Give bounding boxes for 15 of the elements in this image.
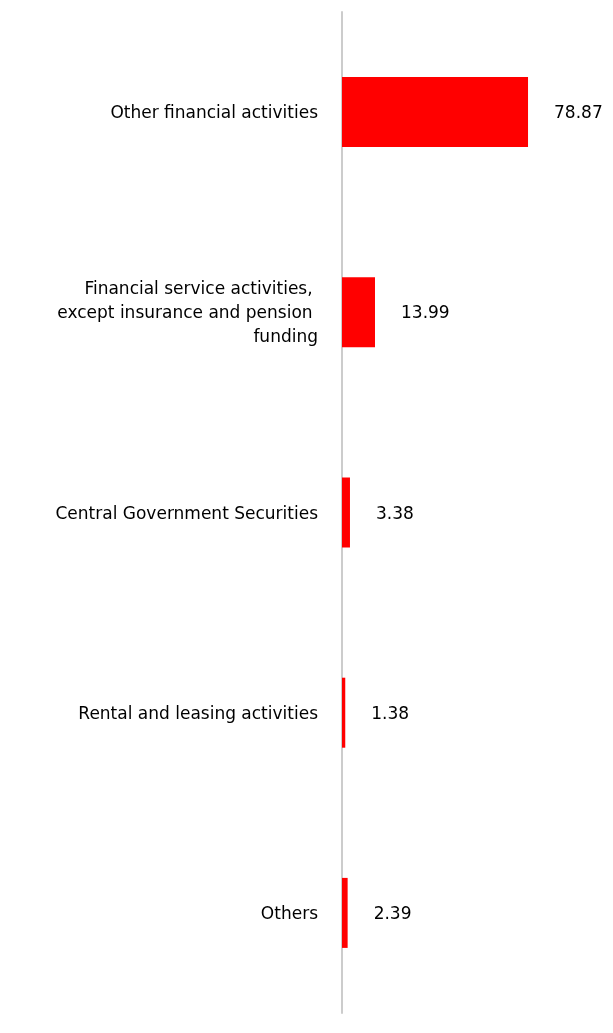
data-label: 3.38 bbox=[375, 502, 414, 523]
bar bbox=[342, 477, 350, 548]
y-tick-label: Rental and leasing activities bbox=[78, 702, 319, 723]
bar bbox=[342, 77, 529, 148]
y-tick-label: Others bbox=[260, 902, 319, 923]
data-label: 13.99 bbox=[401, 302, 450, 323]
data-label: 2.39 bbox=[373, 902, 412, 923]
bar bbox=[342, 677, 346, 748]
bar bbox=[342, 277, 375, 348]
y-tick-label: Central Government Securities bbox=[55, 502, 319, 523]
y-tick-label: Other financial activities bbox=[110, 102, 319, 123]
data-label: 1.38 bbox=[371, 702, 410, 723]
bar bbox=[342, 877, 348, 948]
data-label: 78.87 bbox=[554, 102, 603, 123]
y-tick-label: Financial service activities, except insurance and pension funding bbox=[57, 278, 318, 347]
